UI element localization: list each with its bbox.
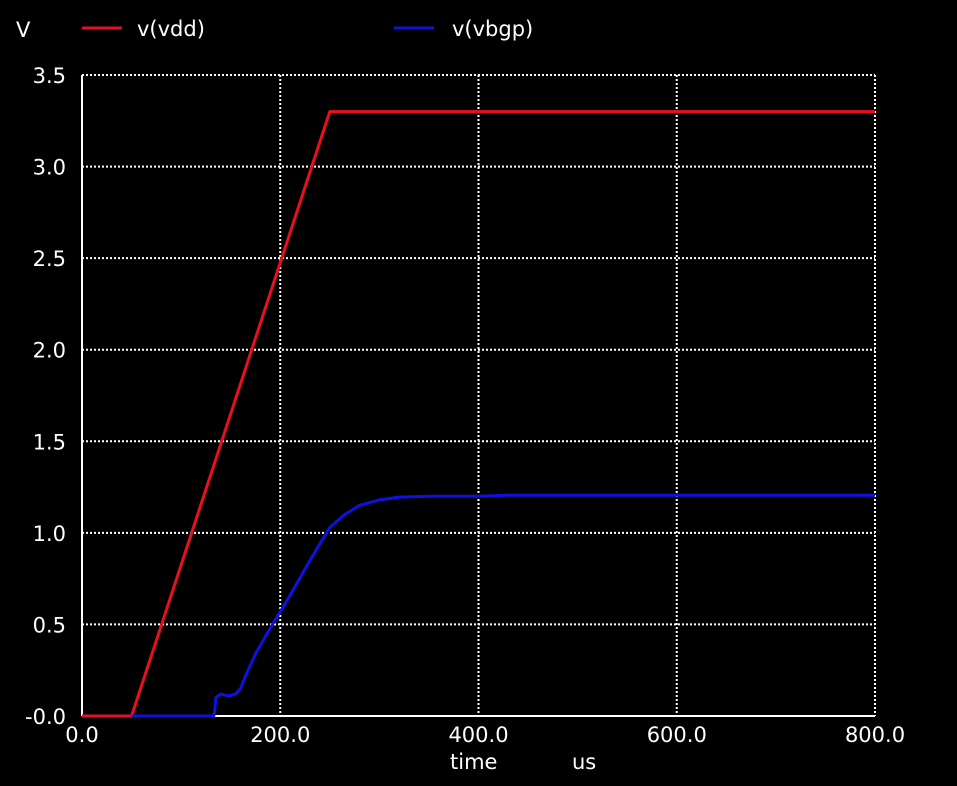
series-line-vdd — [82, 110, 875, 718]
x-axis-unit: us — [572, 750, 596, 774]
series-line-vbgp — [131, 493, 875, 718]
legend-label: v(vbgp) — [452, 17, 533, 41]
x-tick-label: 400.0 — [448, 723, 508, 747]
y-tick-label: 3.0 — [33, 156, 66, 180]
tick-labels: -0.0 0.5 1.0 1.5 2.0 2.5 3.0 3.5 0.0 200.0 400.0 60… — [25, 64, 905, 747]
x-tick-label: 0.0 — [65, 723, 98, 747]
x-tick-label: 800.0 — [845, 723, 905, 747]
y-tick-label: 1.5 — [33, 430, 66, 454]
y-tick-label: 2.5 — [33, 247, 66, 271]
legend-label: v(vdd) — [137, 17, 205, 41]
x-axis-label: time — [450, 750, 497, 774]
x-tick-label: 200.0 — [250, 723, 310, 747]
grid — [82, 74, 876, 716]
y-tick-label: 1.0 — [33, 522, 66, 546]
y-tick-label: 0.5 — [33, 613, 66, 637]
y-axis-label: V — [16, 18, 31, 42]
y-tick-label: 2.0 — [33, 339, 66, 363]
series-lines — [82, 110, 875, 718]
x-tick-label: 600.0 — [647, 723, 707, 747]
legend: v(vdd) v(vbgp) — [82, 17, 533, 41]
y-tick-label: 3.5 — [33, 64, 66, 88]
y-tick-label: -0.0 — [25, 705, 66, 729]
